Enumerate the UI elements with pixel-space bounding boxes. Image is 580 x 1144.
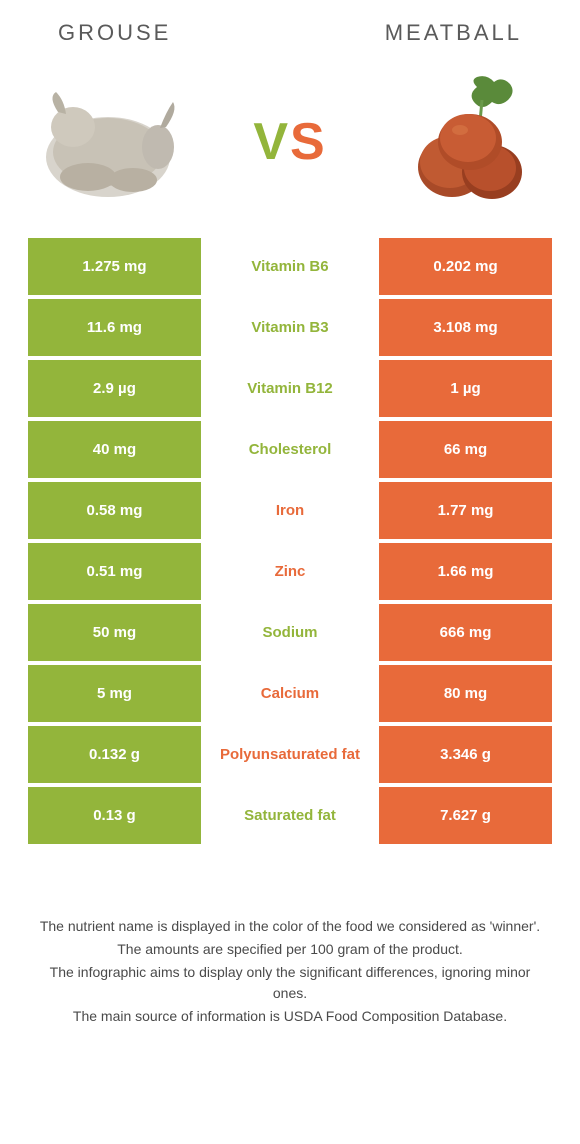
left-value-cell: 0.58 mg	[28, 482, 201, 539]
table-row: 50 mgSodium666 mg	[28, 604, 552, 661]
header: GROUSE MEATBALL	[28, 20, 552, 46]
nutrient-label-cell: Zinc	[201, 543, 379, 600]
footer-line-1: The nutrient name is displayed in the co…	[32, 916, 548, 937]
left-value-cell: 40 mg	[28, 421, 201, 478]
nutrient-label-cell: Sodium	[201, 604, 379, 661]
left-value-cell: 11.6 mg	[28, 299, 201, 356]
right-value-cell: 1 µg	[379, 360, 552, 417]
vs-label: VS	[253, 112, 326, 172]
footer-line-4: The main source of information is USDA F…	[32, 1006, 548, 1027]
left-food-title: GROUSE	[58, 20, 171, 46]
meatball-image	[382, 67, 552, 217]
right-food-title: MEATBALL	[385, 20, 522, 46]
left-value-cell: 0.132 g	[28, 726, 201, 783]
footer-notes: The nutrient name is displayed in the co…	[28, 916, 552, 1027]
grouse-image	[28, 67, 198, 217]
right-value-cell: 66 mg	[379, 421, 552, 478]
vs-row: VS	[28, 62, 552, 222]
right-value-cell: 0.202 mg	[379, 238, 552, 295]
right-value-cell: 3.346 g	[379, 726, 552, 783]
right-value-cell: 1.66 mg	[379, 543, 552, 600]
footer-line-3: The infographic aims to display only the…	[32, 962, 548, 1004]
left-value-cell: 5 mg	[28, 665, 201, 722]
table-row: 0.58 mgIron1.77 mg	[28, 482, 552, 539]
table-row: 40 mgCholesterol66 mg	[28, 421, 552, 478]
nutrient-label-cell: Cholesterol	[201, 421, 379, 478]
left-value-cell: 1.275 mg	[28, 238, 201, 295]
right-value-cell: 1.77 mg	[379, 482, 552, 539]
table-row: 11.6 mgVitamin B33.108 mg	[28, 299, 552, 356]
left-value-cell: 0.51 mg	[28, 543, 201, 600]
vs-s: S	[290, 113, 327, 171]
vs-v: V	[253, 113, 290, 171]
left-value-cell: 2.9 µg	[28, 360, 201, 417]
right-value-cell: 80 mg	[379, 665, 552, 722]
table-row: 1.275 mgVitamin B60.202 mg	[28, 238, 552, 295]
nutrient-label-cell: Polyunsaturated fat	[201, 726, 379, 783]
right-value-cell: 3.108 mg	[379, 299, 552, 356]
left-value-cell: 0.13 g	[28, 787, 201, 844]
right-value-cell: 666 mg	[379, 604, 552, 661]
table-row: 2.9 µgVitamin B121 µg	[28, 360, 552, 417]
nutrient-label-cell: Vitamin B6	[201, 238, 379, 295]
footer-line-2: The amounts are specified per 100 gram o…	[32, 939, 548, 960]
nutrient-label-cell: Calcium	[201, 665, 379, 722]
table-row: 0.51 mgZinc1.66 mg	[28, 543, 552, 600]
right-value-cell: 7.627 g	[379, 787, 552, 844]
table-row: 5 mgCalcium80 mg	[28, 665, 552, 722]
nutrient-label-cell: Vitamin B3	[201, 299, 379, 356]
table-row: 0.13 gSaturated fat7.627 g	[28, 787, 552, 844]
nutrient-label-cell: Iron	[201, 482, 379, 539]
left-value-cell: 50 mg	[28, 604, 201, 661]
nutrient-label-cell: Vitamin B12	[201, 360, 379, 417]
nutrient-table: 1.275 mgVitamin B60.202 mg11.6 mgVitamin…	[28, 238, 552, 844]
table-row: 0.132 gPolyunsaturated fat3.346 g	[28, 726, 552, 783]
nutrient-label-cell: Saturated fat	[201, 787, 379, 844]
